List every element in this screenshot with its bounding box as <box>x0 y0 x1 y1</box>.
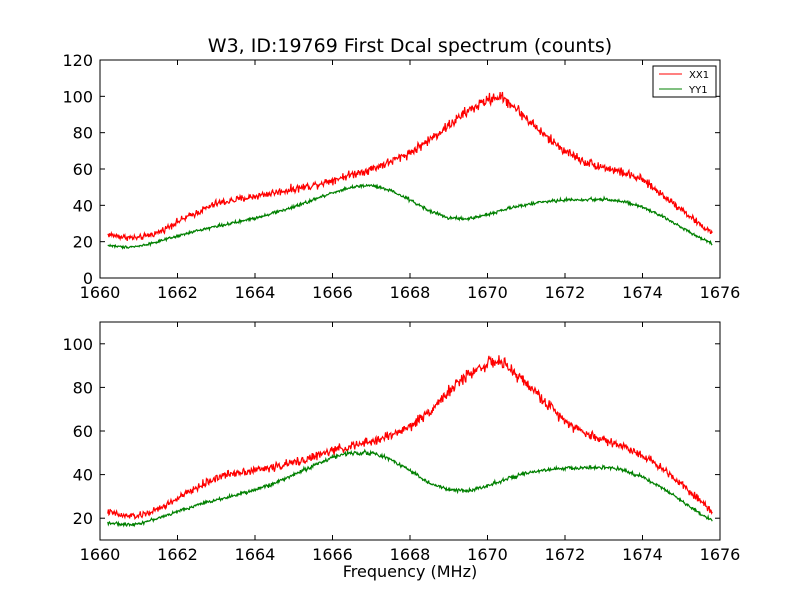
bottom-plot: 1660 1662 1664 1666 1668 1670 1672 1674 1676 20 40… <box>62 321 740 581</box>
series-line-plot1-0 <box>107 355 713 521</box>
x-tick-label: 1674 <box>622 545 663 564</box>
series-line-yy1 <box>107 183 713 250</box>
x-tick-label: 1670 <box>467 283 508 302</box>
legend-label-yy1: YY1 <box>688 85 708 96</box>
x-tick-label: 1676 <box>700 545 741 564</box>
x-tick-label: 1668 <box>390 545 431 564</box>
bottom-plot-ticks: 1660 1662 1664 1666 1668 1670 1672 1674 1676 20 40… <box>62 322 740 564</box>
y-tick-label: 60 <box>73 422 93 441</box>
top-plot-ticks: 1660 1662 1664 1666 1668 1670 1672 1674 1676 0 20 4… <box>62 51 740 302</box>
x-tick-label: 1666 <box>312 283 353 302</box>
legend-label-xx1: XX1 <box>689 70 709 81</box>
chart-title: W3, ID:19769 First Dcal spectrum (counts… <box>208 35 612 57</box>
y-tick-label: 60 <box>73 160 93 179</box>
y-tick-label: 120 <box>62 51 93 70</box>
x-tick-label: 1672 <box>545 545 586 564</box>
x-tick-label: 1674 <box>622 283 663 302</box>
series-line-plot1-1 <box>107 448 713 528</box>
legend: XX1 YY1 <box>652 65 717 98</box>
y-tick-label: 20 <box>73 233 93 252</box>
top-plot-frame <box>99 59 721 279</box>
y-tick-label: 80 <box>73 378 93 397</box>
y-tick-label: 40 <box>73 196 93 215</box>
legend-box <box>652 65 717 98</box>
x-tick-label: 1672 <box>545 283 586 302</box>
x-tick-label: 1660 <box>80 545 121 564</box>
y-tick-label: 100 <box>62 335 93 354</box>
series-line-xx1 <box>107 91 713 242</box>
x-tick-label: 1660 <box>80 283 121 302</box>
x-tick-label: 1676 <box>700 283 741 302</box>
bottom-plot-series <box>107 355 713 528</box>
y-tick-label: 100 <box>62 87 93 106</box>
x-tick-label: 1664 <box>235 283 276 302</box>
x-tick-label: 1662 <box>157 283 198 302</box>
top-plot: W3, ID:19769 First Dcal spectrum (counts… <box>62 35 740 302</box>
x-tick-label: 1664 <box>235 545 276 564</box>
y-tick-label: 20 <box>73 509 93 528</box>
x-axis-label: Frequency (MHz) <box>343 562 477 581</box>
x-tick-label: 1668 <box>390 283 431 302</box>
x-tick-label: 1670 <box>467 545 508 564</box>
x-tick-label: 1662 <box>157 545 198 564</box>
y-tick-label: 0 <box>83 269 93 288</box>
y-tick-label: 40 <box>73 466 93 485</box>
top-plot-series <box>107 91 713 250</box>
y-tick-label: 80 <box>73 124 93 143</box>
x-tick-label: 1666 <box>312 545 353 564</box>
